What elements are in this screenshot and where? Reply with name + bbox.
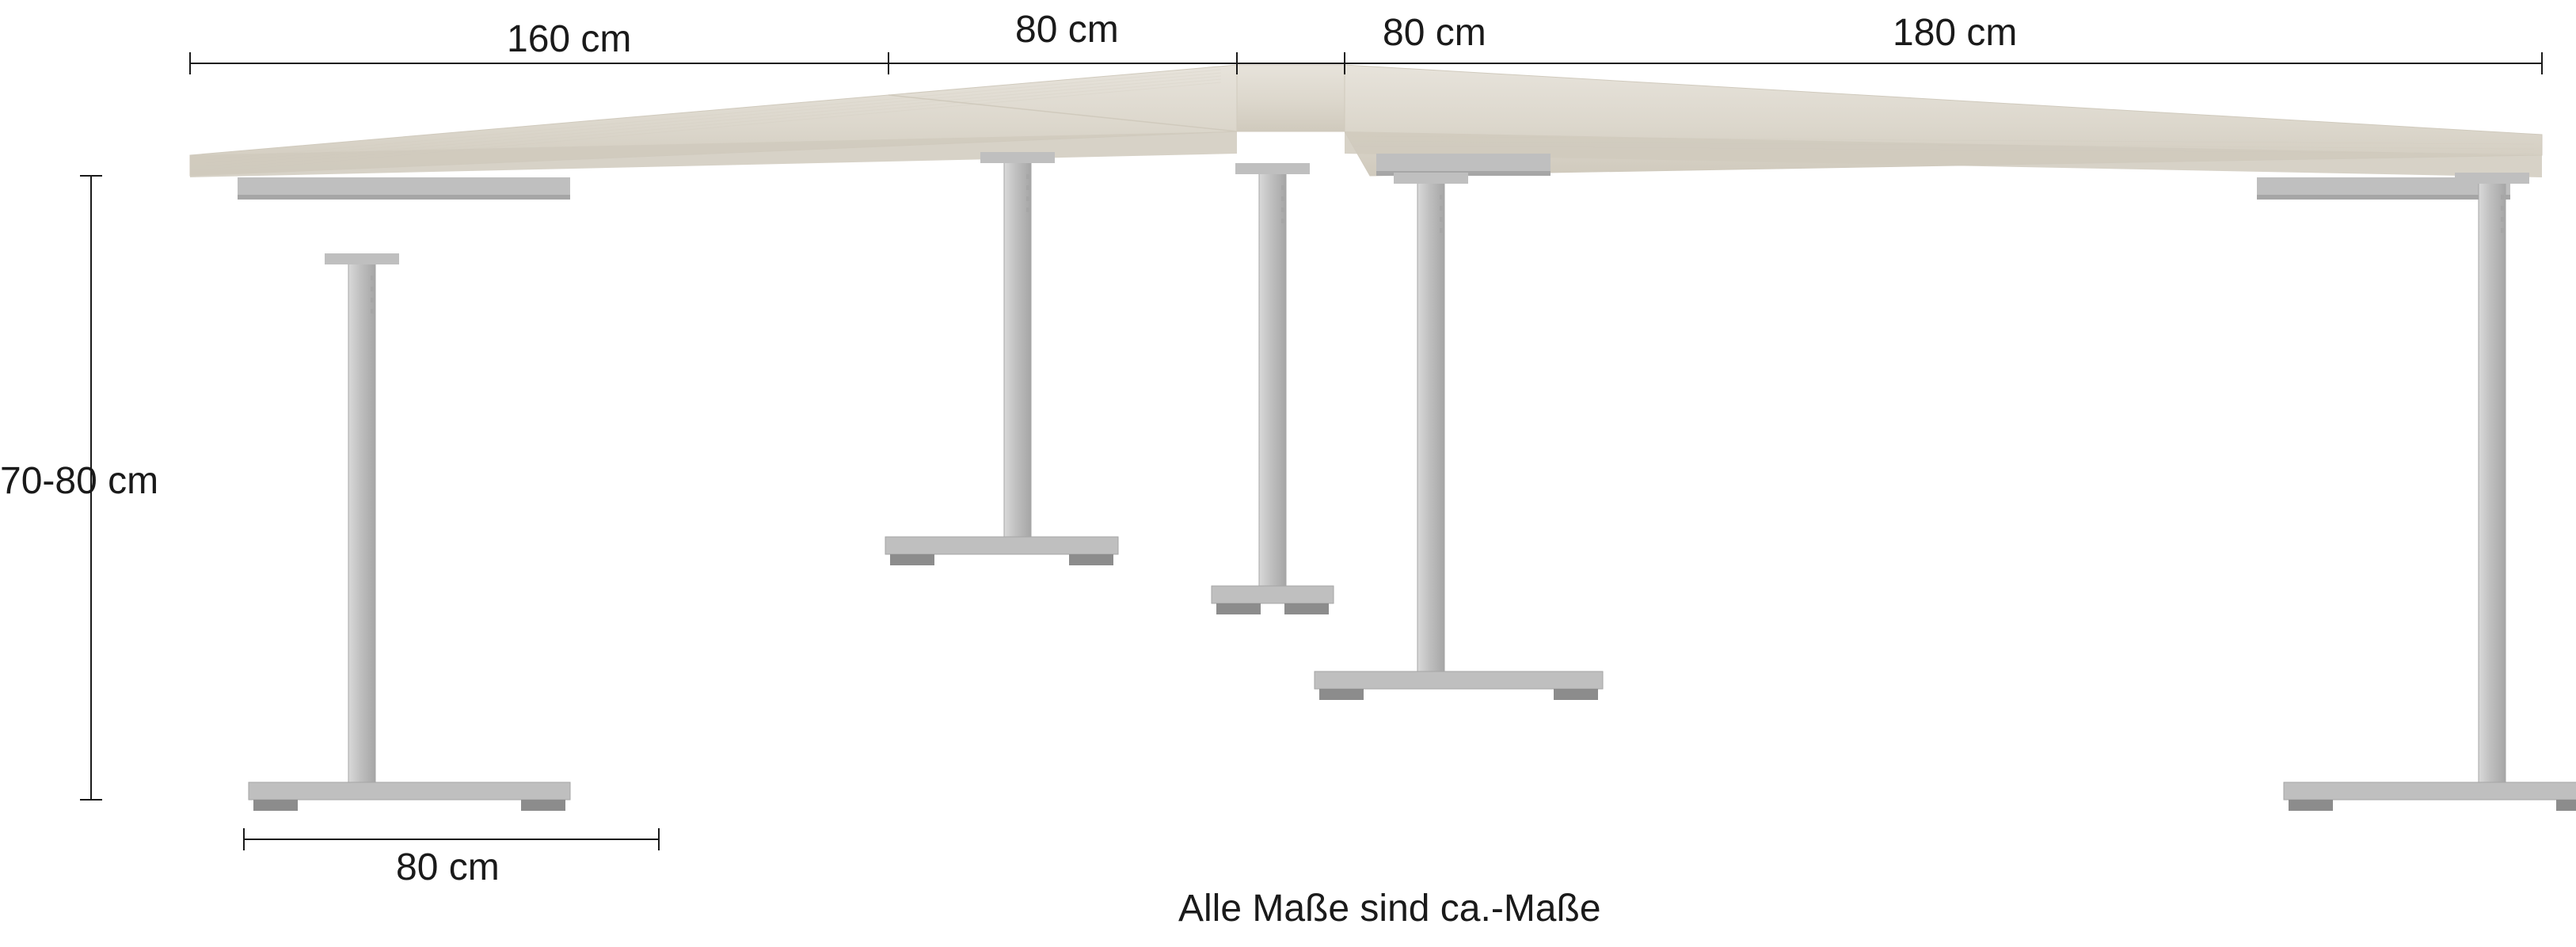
dim-right-section: 180 cm bbox=[1893, 11, 2017, 55]
dim-mid-left: 80 cm bbox=[1015, 8, 1119, 51]
desk-technical-drawing bbox=[0, 0, 2576, 947]
dim-mid-right: 80 cm bbox=[1383, 11, 1486, 55]
diagram-stage: 160 cm 80 cm 80 cm 180 cm 70-80 cm 80 cm… bbox=[0, 0, 2576, 947]
footer-note: Alle Maße sind ca.-Maße bbox=[1178, 887, 1601, 930]
dim-height-range: 70-80 cm bbox=[0, 459, 86, 503]
dim-depth: 80 cm bbox=[396, 846, 500, 889]
dim-left-section: 160 cm bbox=[507, 17, 631, 61]
